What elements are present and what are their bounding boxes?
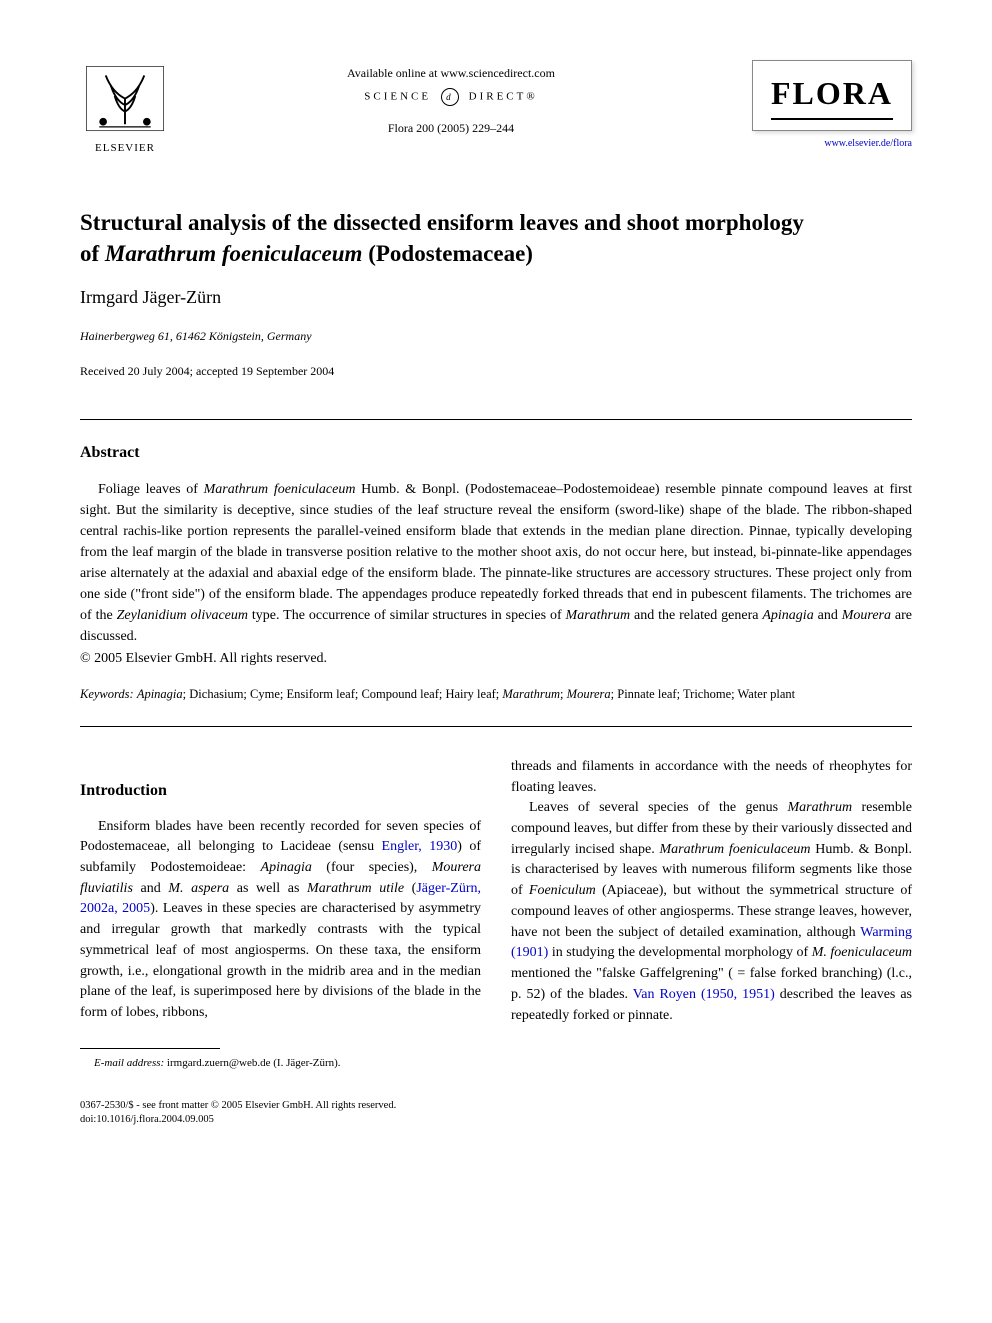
title-line1: Structural analysis of the dissected ens… bbox=[80, 210, 804, 235]
author-name: Irmgard Jäger-Zürn bbox=[80, 285, 912, 310]
header-center: Available online at www.sciencedirect.co… bbox=[170, 60, 732, 137]
journal-logo-text: FLORA bbox=[771, 71, 893, 120]
footer-doi: doi:10.1016/j.flora.2004.09.005 bbox=[80, 1113, 912, 1127]
column-left: Introduction Ensiform blades have been r… bbox=[80, 757, 481, 1071]
footnote-rule bbox=[80, 1048, 220, 1049]
title-species: Marathrum foeniculaceum bbox=[105, 241, 363, 266]
title-line2-prefix: of bbox=[80, 241, 105, 266]
keywords-label: Keywords: bbox=[80, 687, 134, 701]
email-label: E-mail address: bbox=[94, 1057, 164, 1069]
introduction-heading: Introduction bbox=[80, 779, 481, 803]
column-right: threads and filaments in accordance with… bbox=[511, 757, 912, 1071]
intro-paragraph-1: Ensiform blades have been recently recor… bbox=[80, 817, 481, 1024]
divider bbox=[80, 726, 912, 727]
title-line2-suffix: (Podostemaceae) bbox=[362, 241, 533, 266]
journal-url[interactable]: www.elsevier.de/flora bbox=[732, 137, 912, 151]
article-title: Structural analysis of the dissected ens… bbox=[80, 207, 912, 269]
available-online-text: Available online at www.sciencedirect.co… bbox=[170, 65, 732, 82]
journal-logo-block: FLORA www.elsevier.de/flora bbox=[732, 60, 912, 151]
citation-link[interactable]: Engler, 1930 bbox=[382, 839, 458, 854]
sciencedirect-icon: d bbox=[441, 88, 459, 106]
elsevier-tree-icon bbox=[80, 60, 170, 137]
citation-link[interactable]: Van Royen (1950, 1951) bbox=[633, 987, 775, 1002]
publisher-logo: ELSEVIER bbox=[80, 60, 170, 157]
publisher-name: ELSEVIER bbox=[80, 141, 170, 156]
page-footer: 0367-2530/$ - see front matter © 2005 El… bbox=[80, 1099, 912, 1127]
abstract-copyright: © 2005 Elsevier GmbH. All rights reserve… bbox=[80, 649, 912, 669]
intro-paragraph-1-cont: threads and filaments in accordance with… bbox=[511, 757, 912, 798]
article-dates: Received 20 July 2004; accepted 19 Septe… bbox=[80, 363, 912, 380]
body-columns: Introduction Ensiform blades have been r… bbox=[80, 757, 912, 1071]
abstract-heading: Abstract bbox=[80, 442, 912, 464]
keywords-block: Keywords: Apinagia; Dichasium; Cyme; Ens… bbox=[80, 686, 912, 704]
journal-reference: Flora 200 (2005) 229–244 bbox=[170, 120, 732, 137]
email-value: irmgard.zuern@web.de (I. Jäger-Zürn). bbox=[164, 1057, 340, 1069]
journal-logo-box: FLORA bbox=[752, 60, 912, 131]
footnote-email: E-mail address: irmgard.zuern@web.de (I.… bbox=[80, 1055, 481, 1071]
science-label: SCIENCE bbox=[364, 90, 431, 102]
page-header: ELSEVIER Available online at www.science… bbox=[80, 60, 912, 157]
direct-label: DIRECT® bbox=[469, 90, 538, 102]
sciencedirect-logo: SCIENCE d DIRECT® bbox=[170, 88, 732, 106]
footer-issn: 0367-2530/$ - see front matter © 2005 El… bbox=[80, 1099, 912, 1113]
divider bbox=[80, 419, 912, 420]
author-affiliation: Hainerbergweg 61, 61462 Königstein, Germ… bbox=[80, 328, 912, 345]
abstract-paragraph: Foliage leaves of Marathrum foeniculaceu… bbox=[80, 479, 912, 647]
intro-paragraph-2: Leaves of several species of the genus M… bbox=[511, 798, 912, 1026]
